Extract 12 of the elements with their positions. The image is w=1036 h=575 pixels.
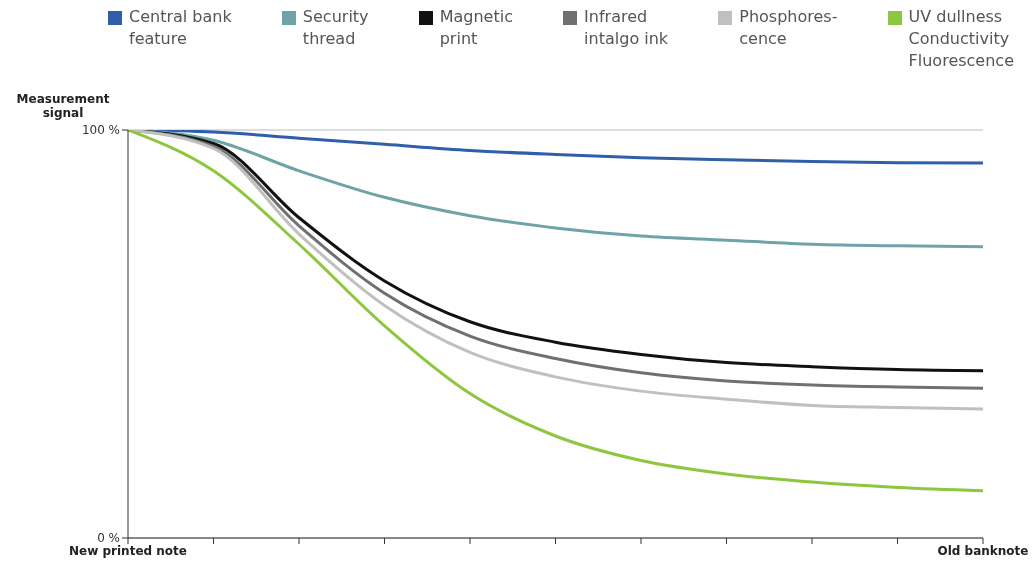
x-tick-label: Old banknote xyxy=(937,543,1029,558)
legend-label: Central bank feature xyxy=(129,6,232,50)
line-series xyxy=(128,130,983,493)
legend-label: Phosphores- cence xyxy=(739,6,838,50)
legend-label: Security thread xyxy=(302,6,369,50)
y-axis-title: Measurement signal xyxy=(15,92,111,120)
y-tick-label: 100 % xyxy=(81,123,120,138)
x-tick-label: New printed note xyxy=(69,543,187,558)
y-tick-label: 0 % xyxy=(97,531,120,546)
legend-label: Magnetic print xyxy=(439,6,513,50)
legend-label: Infrared intalgo ink xyxy=(584,6,669,50)
legend-label: UV dullness Conductivity Fluorescence xyxy=(908,6,1014,72)
